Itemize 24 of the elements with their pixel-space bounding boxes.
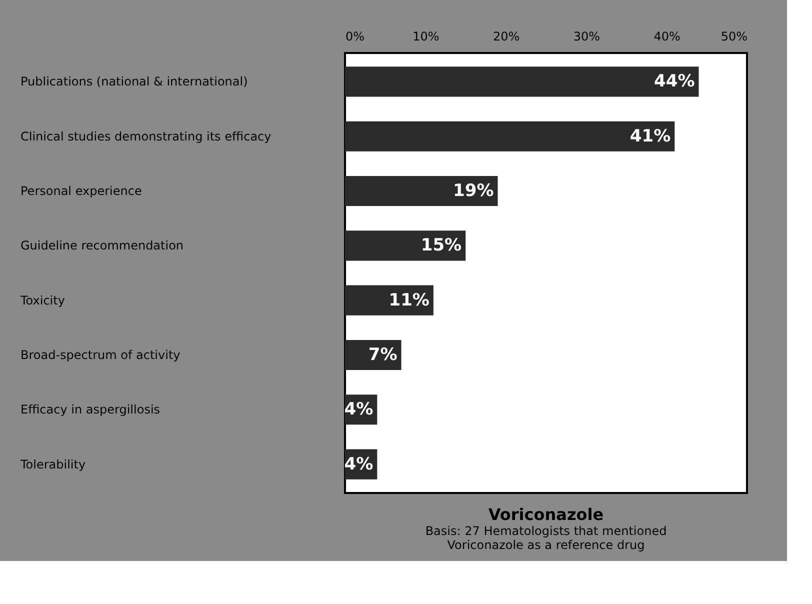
data-label: 44% — [654, 72, 695, 92]
y-tick-label: Tolerability — [20, 457, 86, 472]
x-tick-label: 30% — [573, 30, 600, 44]
data-label: 4% — [344, 400, 374, 420]
data-label: 7% — [368, 344, 398, 365]
data-label: 41% — [630, 126, 671, 146]
y-tick-label: Clinical studies demonstrating its efficacy — [20, 129, 272, 144]
x-tick-label: 40% — [654, 30, 680, 44]
data-label: 19% — [453, 181, 494, 202]
text: Voriconazole — [488, 505, 604, 524]
y-tick-label: Toxicity — [20, 293, 65, 308]
data-label: 4% — [344, 454, 374, 474]
x-tick-label: 50% — [720, 30, 748, 44]
y-tick-label: Personal experience — [20, 184, 142, 198]
text: Basis: 27 Hematologists that mentioned Voriconazole as a reference drug — [425, 524, 667, 552]
y-tick-label: Publications (national & international) — [20, 74, 248, 89]
x-tick-label: 0% — [346, 30, 365, 44]
x-tick-label: 20% — [492, 30, 520, 44]
y-tick-label: Guideline recommendation — [20, 238, 184, 253]
data-label: 11% — [388, 290, 430, 310]
y-tick-label: Efficacy in aspergillosis — [20, 402, 160, 417]
data-label: 15% — [420, 236, 462, 256]
x-tick-label: 10% — [412, 30, 440, 44]
y-tick-label: Broad-spectrum of activity — [20, 348, 180, 362]
